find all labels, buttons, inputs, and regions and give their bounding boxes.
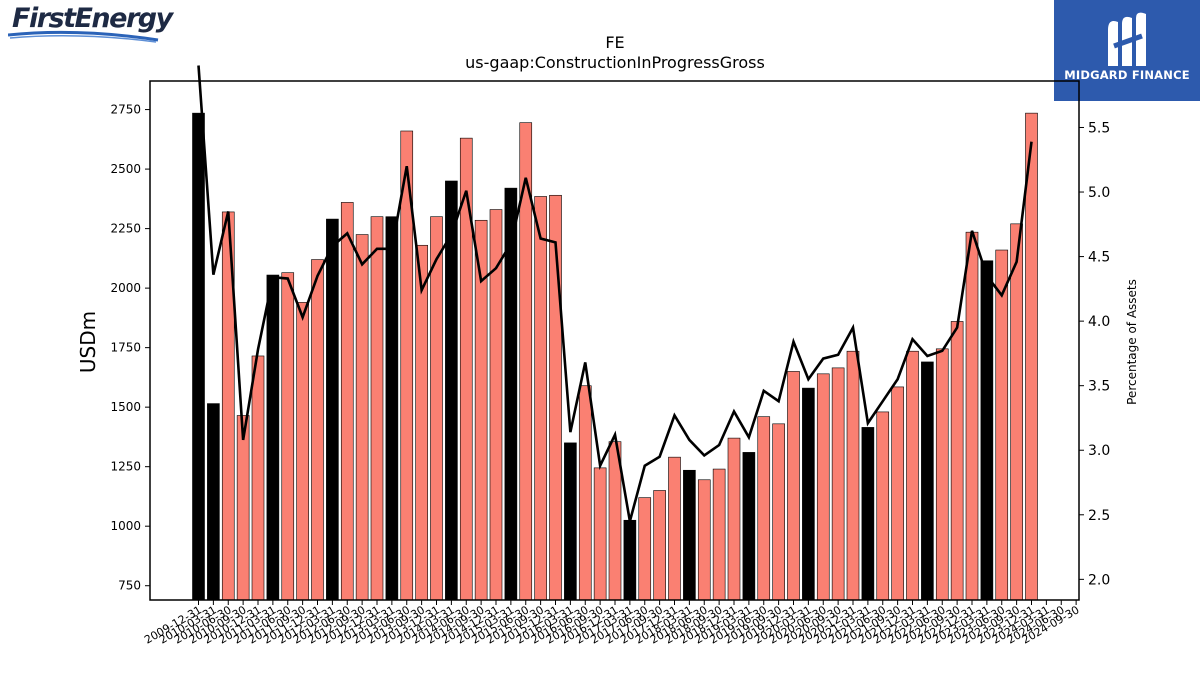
chart-title: FE <box>605 33 624 52</box>
bar-2016-06-30 <box>578 385 592 601</box>
bar-2019-12-31 <box>787 371 800 601</box>
chart-subtitle: us-gaap:ConstructionInProgressGross <box>465 53 765 72</box>
bar-series <box>192 112 1038 601</box>
y2-axis-label: Percentage of Assets <box>1125 279 1139 405</box>
bar-2022-03-31 <box>921 361 934 601</box>
bar-2011-06-30 <box>281 272 295 601</box>
bar-2012-12-31 <box>370 216 384 601</box>
bar-2021-09-30 <box>891 386 904 601</box>
y2-tick-label-3: 3.0 <box>1088 443 1110 459</box>
y2-tick-label-2: 2.0 <box>1088 572 1110 588</box>
y2-tick-label-4: 4.0 <box>1088 314 1110 330</box>
y-tick-label-1750: 1750 <box>110 341 141 355</box>
bar-2021-03-31 <box>861 427 875 601</box>
y2-tick-label-3.5: 3.5 <box>1088 379 1110 395</box>
midgard-mark-icon <box>1108 12 1146 67</box>
bar-2023-09-30 <box>1010 223 1023 601</box>
bar-2023-03-31 <box>980 260 994 601</box>
bar-2011-03-31 <box>266 274 280 601</box>
bar-2019-06-30 <box>757 416 771 601</box>
x-axis: 2009-12-312010-03-312010-06-302010-09-30… <box>142 600 1082 647</box>
bar-2019-09-30 <box>772 423 785 601</box>
y-tick-label-1000: 1000 <box>110 519 141 533</box>
bar-2017-12-31 <box>668 456 681 601</box>
bar-2022-06-30 <box>935 348 949 601</box>
y-axis-label: USDm <box>76 311 100 373</box>
bar-2018-06-30 <box>697 479 711 601</box>
bar-2020-09-30 <box>831 367 845 601</box>
bar-2016-03-31 <box>564 442 577 601</box>
bar-2018-09-30 <box>712 468 726 601</box>
bar-2020-03-31 <box>802 387 815 601</box>
bar-2009-12-31 <box>192 112 205 601</box>
y-axis-left: 750 1000 1250 1500 1750 2000 2250 2500 2750 <box>110 103 150 593</box>
bar-2019-03-31 <box>742 452 756 601</box>
bar-2017-06-30 <box>638 497 652 601</box>
bar-2013-09-30 <box>415 244 428 601</box>
firstenergy-logo: FirstEnergy <box>8 4 173 44</box>
bar-2018-03-31 <box>683 469 696 601</box>
firstenergy-logo-text: FirstEnergy <box>12 3 173 34</box>
y-axis-right: 2.0 2.5 3.0 3.5 4.0 4.5 5.0 5.5 <box>1079 120 1110 588</box>
bar-2017-03-31 <box>623 519 637 601</box>
pct-of-assets-line <box>197 65 1033 522</box>
bar-2013-12-31 <box>430 216 443 601</box>
bar-2010-09-30 <box>236 415 250 601</box>
y2-tick-label-4.5: 4.5 <box>1088 250 1110 266</box>
bar-2010-03-31 <box>207 403 220 601</box>
bar-2012-09-30 <box>355 234 369 601</box>
y-tick-label-1500: 1500 <box>110 400 141 414</box>
y-tick-label-750: 750 <box>118 579 141 593</box>
bar-2018-12-31 <box>727 437 741 601</box>
y-tick-label-2000: 2000 <box>110 281 141 295</box>
bar-2014-06-30 <box>459 137 473 601</box>
y2-tick-label-5.5: 5.5 <box>1088 120 1110 136</box>
firstenergy-swoosh-icon <box>8 30 159 43</box>
bar-2013-03-31 <box>385 216 399 601</box>
y-tick-label-2500: 2500 <box>110 162 141 176</box>
bar-2016-09-30 <box>593 467 607 601</box>
bar-2010-12-31 <box>251 355 265 601</box>
bar-2011-12-31 <box>311 259 324 601</box>
bar-2021-12-31 <box>906 350 919 601</box>
y-tick-label-1250: 1250 <box>110 460 141 474</box>
bar-2023-06-30 <box>995 249 1009 601</box>
bar-2017-09-30 <box>653 490 666 601</box>
bar-2020-06-30 <box>816 373 830 601</box>
midgard-logo-text: MIDGARD FINANCE <box>1064 68 1190 82</box>
bar-2022-09-30 <box>950 321 964 601</box>
y2-tick-label-5: 5.0 <box>1088 185 1110 201</box>
y-tick-label-2250: 2250 <box>110 222 141 236</box>
bar-2020-12-31 <box>846 350 860 601</box>
bar-2021-06-30 <box>876 411 890 601</box>
bar-2012-06-30 <box>340 202 354 601</box>
bar-2012-03-31 <box>326 218 339 601</box>
bar-2015-09-30 <box>534 196 547 601</box>
y-tick-label-2750: 2750 <box>110 103 141 117</box>
bar-2022-12-31 <box>965 231 979 601</box>
y2-tick-label-2.5: 2.5 <box>1088 508 1110 524</box>
bar-2011-09-30 <box>296 302 309 601</box>
